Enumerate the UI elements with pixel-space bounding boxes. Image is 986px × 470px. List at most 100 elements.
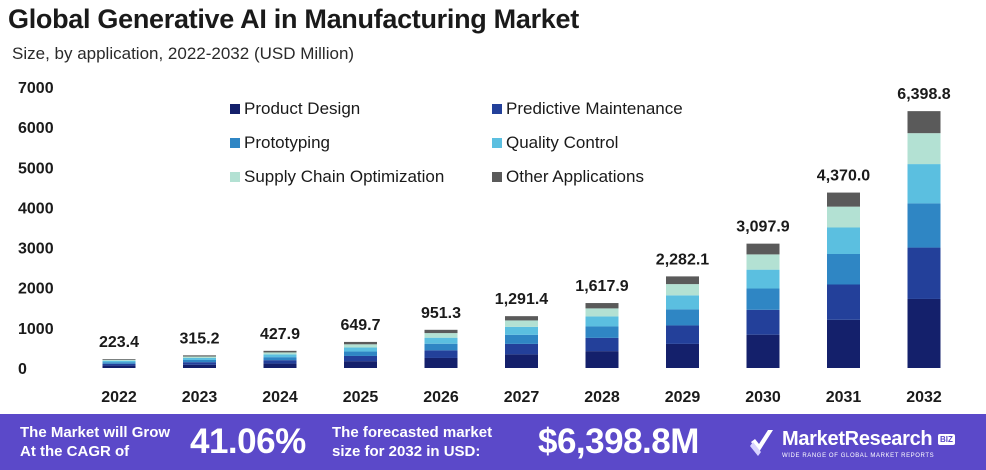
bar-segment-3: [183, 357, 216, 360]
total-label: 427.9: [260, 326, 300, 343]
bar-segment-4: [505, 320, 538, 327]
bar-segment-2: [827, 253, 860, 285]
total-label: 1,291.4: [495, 291, 548, 308]
bar-segment-2: [585, 326, 619, 338]
bar-segment-3: [344, 347, 377, 352]
y-tick-label: 1000: [18, 321, 54, 338]
legend-swatch: [492, 104, 502, 114]
x-tick-label: 2027: [504, 389, 540, 406]
bar-segment-5: [102, 359, 136, 360]
legend-swatch: [230, 138, 240, 148]
total-label: 4,370.0: [817, 168, 870, 185]
x-tick-label: 2029: [665, 389, 701, 406]
bar-segment-5: [907, 111, 941, 134]
bar-segment-4: [344, 344, 377, 348]
bar-segment-3: [102, 360, 136, 363]
bar-segment-3: [666, 295, 699, 310]
total-label: 223.4: [99, 334, 139, 351]
bar-segment-5: [666, 276, 699, 285]
bar-segment-1: [585, 337, 619, 352]
legend-label: Other Applications: [506, 167, 644, 186]
cagr-label-line1: The Market will Grow: [20, 424, 171, 441]
bar-segment-0: [666, 343, 699, 368]
y-axis: 0 1000 2000 3000 4000 5000 6000 7000: [18, 80, 54, 378]
legend-label: Supply Chain Optimization: [244, 167, 444, 186]
bar-segment-3: [505, 326, 538, 335]
bar-segment-0: [585, 351, 619, 368]
legend-swatch: [230, 104, 240, 114]
x-tick-label: 2030: [745, 389, 781, 406]
bar-segment-3: [746, 269, 780, 289]
bar-segment-3: [827, 227, 860, 254]
y-tick-label: 0: [18, 361, 27, 378]
forecast-label-line2: size for 2032 in USD:: [332, 443, 481, 460]
y-tick-label: 3000: [18, 241, 54, 258]
chart-title: Global Generative AI in Manufacturing Ma…: [8, 4, 579, 34]
bar-segment-2: [183, 359, 216, 363]
total-label: 649.7: [340, 317, 380, 334]
brand-tagline: WIDE RANGE OF GLOBAL MARKET REPORTS: [782, 453, 935, 459]
y-tick-label: 6000: [18, 120, 54, 137]
cagr-value: 41.06%: [190, 422, 306, 461]
bar-segment-4: [907, 133, 941, 165]
bar-segment-1: [907, 247, 941, 299]
bars: [102, 111, 941, 368]
bar-segment-4: [585, 308, 619, 317]
y-tick-label: 4000: [18, 200, 54, 217]
bar-segment-1: [424, 350, 458, 358]
bar-segment-3: [585, 316, 619, 327]
bar-segment-1: [505, 343, 538, 355]
bar-segment-1: [746, 309, 780, 335]
y-tick-label: 2000: [18, 281, 54, 298]
y-tick-label: 5000: [18, 160, 54, 177]
bar-segment-5: [746, 243, 780, 255]
x-tick-label: 2022: [101, 389, 137, 406]
bar-segment-2: [263, 357, 297, 361]
x-tick-label: 2032: [906, 389, 942, 406]
legend-label: Predictive Maintenance: [506, 99, 683, 118]
legend-swatch: [230, 172, 240, 182]
bar-segment-0: [505, 354, 538, 368]
bar-segment-0: [907, 298, 941, 368]
bar-segment-5: [505, 316, 538, 321]
x-tick-label: 2023: [182, 389, 218, 406]
bar-segment-1: [344, 355, 377, 362]
bar-segment-1: [827, 284, 860, 320]
bar-segment-1: [666, 325, 699, 344]
bar-segment-0: [746, 334, 780, 368]
bar-segment-2: [424, 343, 458, 351]
bar-segment-4: [666, 284, 699, 296]
bar-segment-0: [344, 361, 377, 368]
brand-badge: BIZ: [938, 434, 955, 445]
bar-segment-1: [183, 362, 216, 365]
bar-segment-4: [827, 206, 860, 228]
legend: Product Design Predictive Maintenance Prot…: [230, 99, 683, 186]
total-label: 315.2: [179, 330, 219, 347]
total-label: 1,617.9: [575, 278, 628, 295]
total-label: 3,097.9: [736, 219, 789, 236]
cagr-label-line2: At the CAGR of: [20, 443, 130, 460]
forecast-value: $6,398.8M: [538, 422, 699, 461]
bar-segment-0: [424, 357, 458, 368]
check-logo-icon: [750, 430, 773, 456]
x-axis: 2022 2023 2024 2025 2026 2027 2028 2029 2030 2031…: [101, 389, 942, 406]
bar-segment-1: [263, 360, 297, 364]
bar-segment-4: [263, 352, 297, 355]
x-tick-label: 2028: [584, 389, 620, 406]
bar-segment-3: [907, 164, 941, 204]
bar-segment-3: [424, 337, 458, 344]
bar-segment-2: [505, 334, 538, 344]
cagr-label: The Market will Grow At the CAGR of: [20, 423, 200, 461]
bar-segment-0: [102, 365, 136, 368]
x-tick-label: 2026: [423, 389, 459, 406]
footer-banner: The Market will Grow At the CAGR of 41.0…: [0, 414, 986, 470]
bar-segment-3: [263, 354, 297, 358]
brand-name: MarketResearch: [782, 428, 933, 450]
total-label: 6,398.8: [897, 86, 950, 103]
bar-segment-5: [424, 329, 458, 334]
legend-swatch: [492, 172, 502, 182]
bar-segment-2: [666, 309, 699, 326]
bar-segment-2: [102, 362, 136, 364]
legend-swatch: [492, 138, 502, 148]
forecast-label: The forecasted market size for 2032 in U…: [332, 423, 532, 461]
